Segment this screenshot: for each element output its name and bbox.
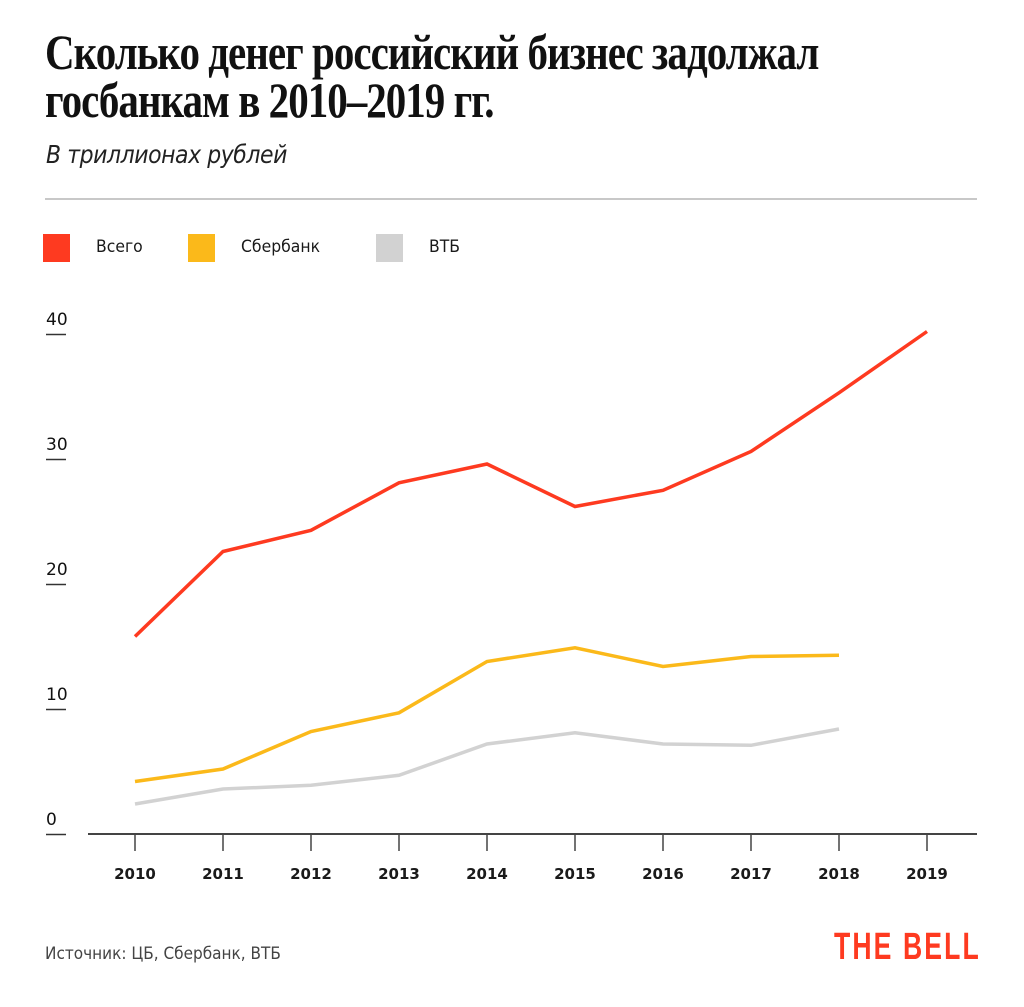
x-tick-label: 2019: [906, 865, 948, 883]
y-tick-label: 10: [46, 685, 68, 705]
legend-label-sberbank: Сбербанк: [241, 237, 321, 257]
legend-swatch-vtb: [376, 234, 403, 262]
chart-subtitle: В триллионах рублей: [46, 140, 288, 169]
series-layer: [133, 330, 929, 806]
series-sberbank: [134, 646, 840, 784]
x-axis: 2010 2011 2012 2013 2014 2015 2016 2017 2018 2019: [88, 833, 977, 883]
y-tick-label: 30: [46, 435, 68, 455]
chart-title-line-2: госбанкам в 2010–2019 гг.: [45, 72, 494, 128]
legend-label-total: Всего: [96, 237, 143, 257]
series-vtb: [134, 727, 840, 806]
y-tick-label: 20: [46, 560, 68, 580]
legend-label-vtb: ВТБ: [429, 237, 461, 257]
x-tick-label: 2014: [466, 865, 508, 883]
x-tick-label: 2010: [114, 865, 156, 883]
y-axis: 0 10 20 30 40: [46, 310, 68, 836]
the-bell-logo: THE BELL: [834, 926, 981, 968]
x-tick-label: 2015: [554, 865, 596, 883]
x-tick-label: 2013: [378, 865, 420, 883]
chart-title: Сколько денег российский бизнес задолжал…: [45, 24, 819, 128]
x-tick-label: 2011: [202, 865, 244, 883]
series-line: [134, 727, 840, 806]
source-note: Источник: ЦБ, Сбербанк, ВТБ: [45, 944, 281, 964]
y-tick-label: 40: [46, 310, 68, 330]
chart-title-line-1: Сколько денег российский бизнес задолжал: [45, 24, 819, 80]
legend-swatch-sberbank: [188, 234, 215, 262]
series-line: [134, 646, 840, 784]
x-tick-label: 2016: [642, 865, 684, 883]
x-tick-label: 2018: [818, 865, 860, 883]
series-line: [133, 330, 929, 638]
legend-swatch-total: [43, 234, 70, 262]
series-total: [133, 330, 929, 638]
y-tick-label: 0: [46, 810, 57, 830]
header-divider: [45, 198, 977, 200]
x-tick-label: 2017: [730, 865, 772, 883]
x-tick-label: 2012: [290, 865, 332, 883]
